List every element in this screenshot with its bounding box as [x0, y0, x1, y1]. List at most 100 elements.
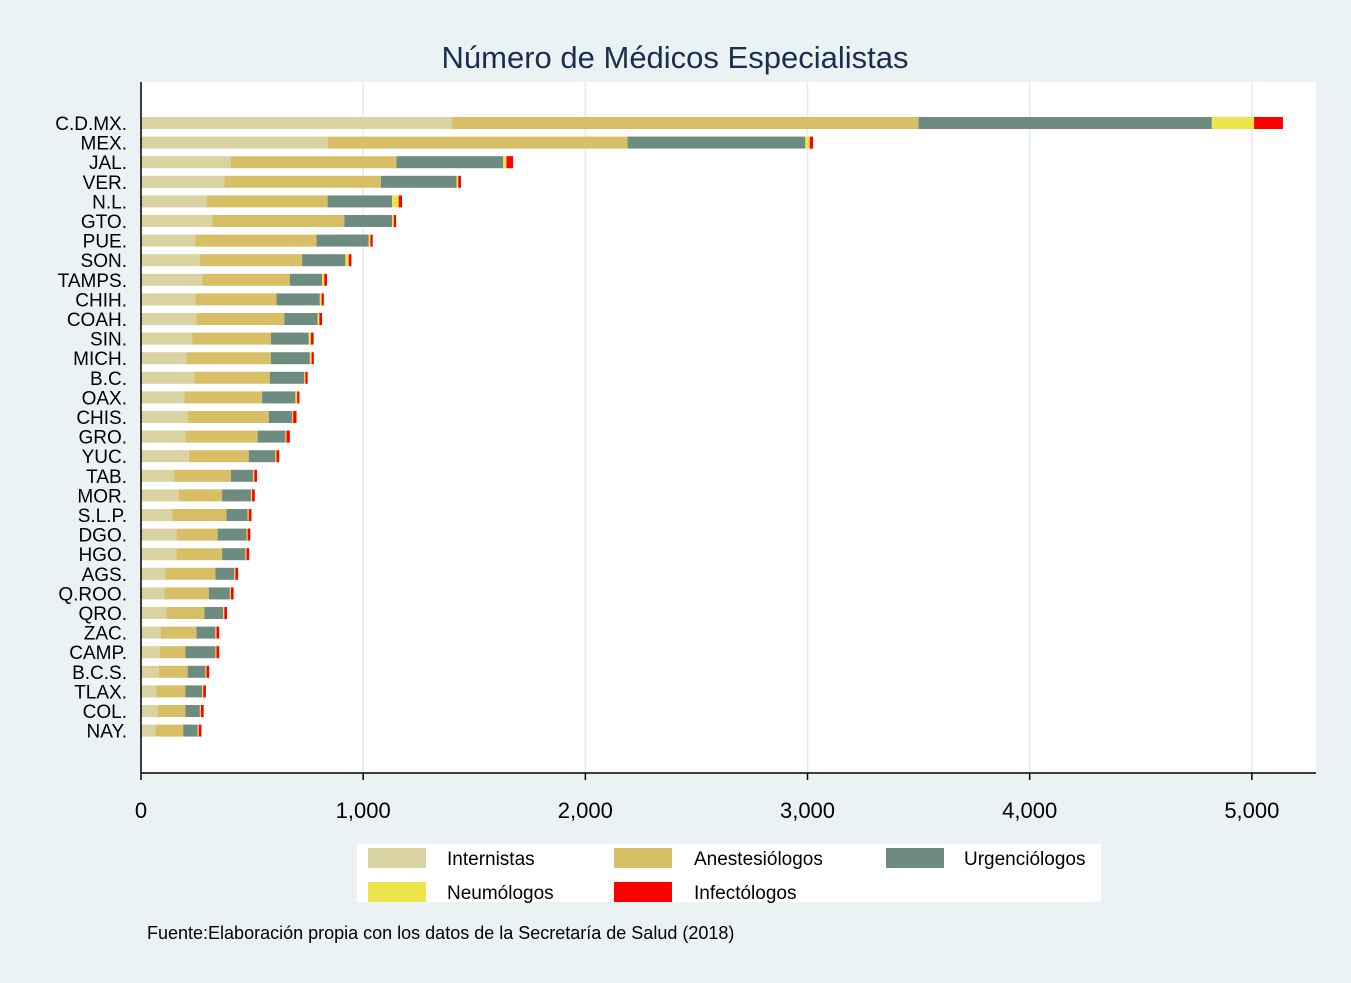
legend-label-internistas: Internistas [447, 849, 535, 870]
bar-oax-internistas [141, 391, 184, 403]
category-label-tab: TAB. [86, 467, 127, 488]
bar-s-l-p-neumlogos [248, 509, 249, 521]
bar-sin-urgencilogos [271, 333, 309, 345]
bar-son-internistas [141, 254, 200, 266]
category-label-oax: OAX. [82, 388, 127, 409]
bar-tamps-internistas [141, 274, 202, 286]
category-label-c-d-mx: C.D.MX. [55, 114, 127, 135]
bar-chih-neumlogos [320, 293, 322, 305]
bar-camp-anestesilogos [160, 646, 186, 658]
bar-nay-urgencilogos [183, 725, 197, 737]
bar-mor-infectlogos [252, 489, 255, 501]
bar-mor-internistas [141, 489, 179, 501]
bar-son-neumlogos [345, 254, 348, 266]
category-label-chis: CHIS. [76, 408, 127, 429]
bar-jal-urgencilogos [396, 156, 503, 168]
legend-swatch-urgencilogos [886, 848, 944, 868]
bar-hgo-neumlogos [245, 548, 246, 560]
bar-ver-anestesilogos [224, 176, 381, 188]
bar-tlax-internistas [141, 685, 157, 697]
bar-chis-anestesilogos [188, 411, 269, 423]
bar-s-l-p-anestesilogos [172, 509, 226, 521]
legend-swatch-internistas [368, 848, 426, 868]
bar-tlax-anestesilogos [157, 685, 186, 697]
bar-chih-anestesilogos [195, 293, 276, 305]
bar-oax-neumlogos [295, 391, 297, 403]
bar-q-roo-anestesilogos [164, 587, 208, 599]
bar-ver-urgencilogos [381, 176, 457, 188]
bar-mor-neumlogos [251, 489, 252, 501]
category-label-chih: CHIH. [75, 290, 127, 311]
bar-s-l-p-internistas [141, 509, 172, 521]
bar-ags-urgencilogos [215, 568, 234, 580]
category-label-coah: COAH. [67, 310, 127, 331]
bar-yuc-infectlogos [277, 450, 280, 462]
bar-chis-urgencilogos [269, 411, 292, 423]
category-label-ags: AGS. [82, 565, 127, 586]
category-label-b-c-s: B.C.S. [72, 663, 127, 684]
bar-gto-infectlogos [394, 215, 396, 227]
bar-zac-internistas [141, 627, 161, 639]
category-label-gro: GRO. [78, 428, 127, 449]
category-label-col: COL. [83, 702, 127, 723]
tick-label-5,000: 5,000 [1224, 798, 1279, 823]
bar-c-d-mx-infectlogos [1254, 117, 1283, 129]
legend-swatch-infectlogos [614, 882, 672, 902]
bar-mex-infectlogos [810, 137, 813, 149]
legend-label-neumlogos: Neumólogos [447, 883, 554, 904]
bar-yuc-neumlogos [275, 450, 276, 462]
bar-chis-infectlogos [293, 411, 296, 423]
bar-pue-internistas [141, 235, 195, 247]
bar-col-anestesilogos [158, 705, 186, 717]
bar-oax-anestesilogos [184, 391, 262, 403]
bar-c-d-mx-internistas [141, 117, 452, 129]
bar-qro-neumlogos [223, 607, 224, 619]
bar-camp-neumlogos [215, 646, 216, 658]
bar-c-d-mx-urgencilogos [919, 117, 1212, 129]
bar-tamps-urgencilogos [290, 274, 322, 286]
bar-hgo-urgencilogos [222, 548, 245, 560]
category-label-tlax: TLAX. [74, 682, 127, 703]
bar-jal-neumlogos [503, 156, 506, 168]
bar-n-l-infectlogos [399, 195, 402, 207]
bar-ags-infectlogos [235, 568, 238, 580]
bar-mor-urgencilogos [222, 489, 251, 501]
bar-jal-internistas [141, 156, 231, 168]
tick-label-2,000: 2,000 [558, 798, 613, 823]
legend-swatch-neumlogos [368, 882, 426, 902]
bar-col-urgencilogos [185, 705, 199, 717]
bar-gro-anestesilogos [185, 431, 257, 443]
bar-sin-anestesilogos [192, 333, 271, 345]
bar-zac-neumlogos [215, 627, 216, 639]
category-label-qro: QRO. [78, 604, 127, 625]
bar-chih-internistas [141, 293, 195, 305]
bar-b-c-urgencilogos [270, 372, 304, 384]
bar-c-d-mx-anestesilogos [452, 117, 919, 129]
bar-mor-anestesilogos [179, 489, 222, 501]
bar-mex-anestesilogos [328, 137, 628, 149]
bar-b-c-s-neumlogos [205, 666, 206, 678]
bar-tab-urgencilogos [231, 470, 253, 482]
bar-son-anestesilogos [200, 254, 302, 266]
bar-camp-urgencilogos [185, 646, 215, 658]
category-label-mich: MICH. [73, 349, 127, 370]
bar-col-infectlogos [201, 705, 204, 717]
bar-b-c-anestesilogos [194, 372, 270, 384]
bar-ver-neumlogos [456, 176, 458, 188]
legend-label-urgencilogos: Urgenciólogos [964, 849, 1085, 870]
bar-chih-infectlogos [322, 293, 324, 305]
bar-gto-urgencilogos [344, 215, 392, 227]
bar-n-l-internistas [141, 195, 207, 207]
bar-b-c-s-internistas [141, 666, 159, 678]
category-label-dgo: DGO. [78, 526, 127, 547]
bar-mex-internistas [141, 137, 328, 149]
tick-label-4,000: 4,000 [1002, 798, 1057, 823]
bar-dgo-anestesilogos [177, 529, 218, 541]
bar-ags-anestesilogos [165, 568, 215, 580]
category-label-sin: SIN. [90, 330, 127, 351]
bar-qro-anestesilogos [167, 607, 205, 619]
bar-tlax-neumlogos [202, 685, 203, 697]
bar-b-c-s-urgencilogos [188, 666, 206, 678]
bar-coah-infectlogos [319, 313, 322, 325]
